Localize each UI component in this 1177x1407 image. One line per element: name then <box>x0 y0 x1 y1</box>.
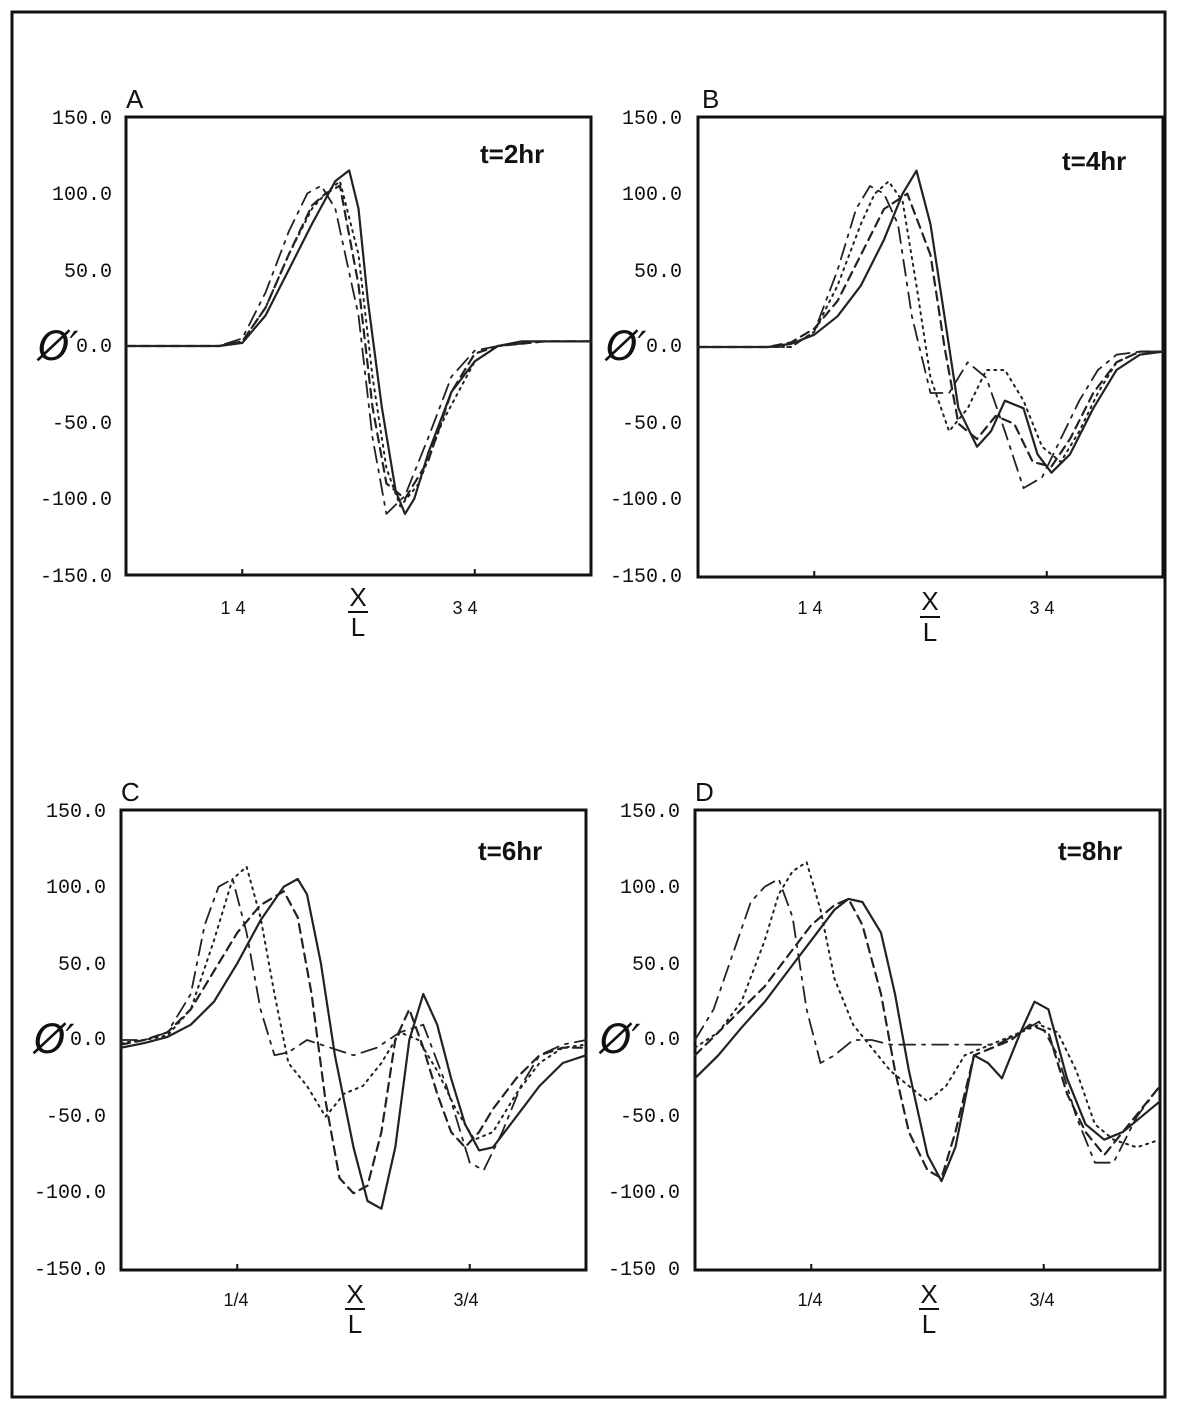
y-axis-label: Ø′ <box>36 324 79 370</box>
plot-area-c <box>119 808 588 1272</box>
panel-label-b: B <box>702 84 719 114</box>
x-axis-d: 1/4 3/4 X L <box>797 1279 1054 1339</box>
x-axis-b: 1 4 3 4 X L <box>797 586 1054 647</box>
ytick-label: 100.0 <box>46 877 106 900</box>
xtick-label: 3/4 <box>453 1290 478 1310</box>
xtick-label: 1/4 <box>797 1290 822 1310</box>
x-axis-label-den: L <box>351 612 365 642</box>
xtick-label: 1/4 <box>223 1290 248 1310</box>
ytick-label: -50.0 <box>46 1106 106 1129</box>
y-axis-label: Ø′ <box>598 1017 641 1063</box>
series-group-d <box>693 861 1162 1270</box>
ytick-label: 50.0 <box>64 261 112 284</box>
annotation-b: t=4hr <box>1062 146 1126 176</box>
ytick-label: -100.0 <box>40 489 112 512</box>
ytick-label: -150.0 <box>610 566 682 589</box>
x-axis-a: 1 4 3 4 X L <box>220 582 477 642</box>
ytick-label: -50.0 <box>52 413 112 436</box>
panel-label-a: A <box>126 84 144 114</box>
ytick-label: 150.0 <box>46 801 106 824</box>
annotation-a: t=2hr <box>480 139 544 169</box>
y-axis-b: 150.0 100.0 50.0 0.0 -50.0 -100.0 -150.0… <box>604 108 682 589</box>
ytick-label: -100.0 <box>34 1182 106 1205</box>
ytick-label: -150 0 <box>608 1259 680 1282</box>
series-group-b <box>696 169 1165 577</box>
ytick-label: 50.0 <box>634 261 682 284</box>
ytick-label: -100.0 <box>608 1182 680 1205</box>
series-group-c <box>119 865 588 1270</box>
ytick-label: 150.0 <box>52 108 112 131</box>
ytick-label: -100.0 <box>610 489 682 512</box>
ytick-label: 0.0 <box>70 1029 106 1052</box>
x-axis-label-den: L <box>923 617 937 647</box>
panel-label-d: D <box>695 777 714 807</box>
series-line-solid <box>696 169 1165 474</box>
ytick-label: -50.0 <box>620 1106 680 1129</box>
series-line-solid <box>119 877 588 1210</box>
series-line-dotted <box>697 180 1164 463</box>
x-axis-label-num: X <box>921 586 938 616</box>
x-axis-label-num: X <box>346 1279 363 1309</box>
y-axis-label: Ø′ <box>32 1017 75 1063</box>
series-line-dashdot <box>694 878 1161 1164</box>
panel-b: B t=4hr 150.0 100.0 50.0 0.0 -50.0 -100.… <box>604 84 1165 647</box>
series-line-dashed <box>124 184 593 500</box>
ytick-label: 0.0 <box>644 1029 680 1052</box>
xtick-label: 1 4 <box>797 598 822 618</box>
ytick-label: -150.0 <box>40 566 112 589</box>
ytick-label: -50.0 <box>622 413 682 436</box>
ytick-label: 50.0 <box>58 954 106 977</box>
ytick-label: -150.0 <box>34 1259 106 1282</box>
series-line-dashed <box>119 890 588 1195</box>
x-axis-label-den: L <box>922 1309 936 1339</box>
ytick-label: 100.0 <box>622 184 682 207</box>
y-axis-d: 150.0 100.0 50.0 0.0 -50.0 -100.0 -150 0… <box>598 801 680 1282</box>
ytick-label: 150.0 <box>622 108 682 131</box>
x-axis-label-num: X <box>920 1279 937 1309</box>
series-group-a <box>124 169 593 575</box>
x-axis-label-den: L <box>348 1309 362 1339</box>
annotation-d: t=8hr <box>1058 836 1122 866</box>
ytick-label: 0.0 <box>646 336 682 359</box>
panel-c: C t=6hr 150.0 100.0 50.0 0.0 -50.0 -100.… <box>32 777 588 1339</box>
x-axis-c: 1/4 3/4 X L <box>223 1279 478 1339</box>
ytick-label: 100.0 <box>52 184 112 207</box>
x-axis-label-num: X <box>349 582 366 612</box>
xtick-label: 3 4 <box>1029 598 1054 618</box>
panel-label-c: C <box>121 777 140 807</box>
y-axis-a: 150.0 100.0 50.0 0.0 -50.0 -100.0 -150.0… <box>36 108 112 589</box>
panel-a: A t=2hr 150.0 100.0 50.0 0.0 -50.0 -100.… <box>36 84 593 642</box>
series-line-dashdot <box>120 878 587 1172</box>
series-line-dashed <box>693 897 1162 1180</box>
xtick-label: 1 4 <box>220 598 245 618</box>
annotation-c: t=6hr <box>478 836 542 866</box>
panel-d: D t=8hr 150.0 100.0 50.0 0.0 -50.0 -100.… <box>598 777 1162 1339</box>
series-line-dashdot <box>697 185 1164 489</box>
ytick-label: 50.0 <box>632 954 680 977</box>
y-axis-label: Ø′ <box>604 324 647 370</box>
series-line-solid <box>124 169 593 515</box>
plot-area-d <box>693 808 1162 1272</box>
ytick-label: 150.0 <box>620 801 680 824</box>
outer-frame <box>10 10 1167 1399</box>
y-axis-c: 150.0 100.0 50.0 0.0 -50.0 -100.0 -150.0… <box>32 801 106 1282</box>
xtick-label: 3/4 <box>1029 1290 1054 1310</box>
series-line-dashdot <box>125 184 592 515</box>
series-line-dotted <box>694 861 1161 1149</box>
series-line-solid <box>693 897 1162 1183</box>
series-line-dashed <box>696 192 1165 468</box>
ytick-label: 0.0 <box>76 336 112 359</box>
ytick-label: 100.0 <box>620 877 680 900</box>
series-line-dotted <box>120 865 587 1141</box>
xtick-label: 3 4 <box>452 598 477 618</box>
